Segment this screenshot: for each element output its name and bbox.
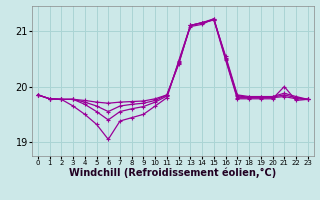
X-axis label: Windchill (Refroidissement éolien,°C): Windchill (Refroidissement éolien,°C): [69, 168, 276, 178]
